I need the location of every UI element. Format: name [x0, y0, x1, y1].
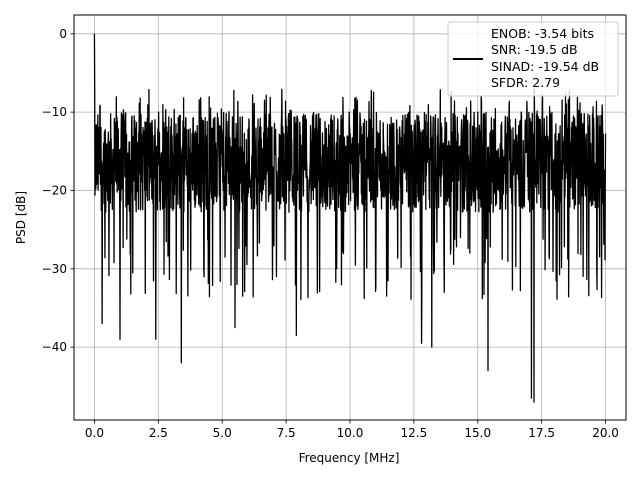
- y-tick-label: −20: [42, 183, 67, 197]
- y-tick-label: 0: [59, 27, 67, 41]
- x-tick-label: 12.5: [401, 426, 428, 440]
- y-axis-ticks: 0 −10 −20 −30 −40: [42, 27, 74, 354]
- legend-entry-sinad: SINAD: -19.54 dB: [491, 59, 599, 74]
- x-tick-label: 15.0: [464, 426, 491, 440]
- plot-area: [93, 33, 607, 403]
- x-axis-ticks: 0.0 2.5 5.0 7.5 10.0 12.5 15.0 17.5 20.0: [85, 420, 619, 440]
- y-axis-label: PSD [dB]: [14, 191, 28, 244]
- y-tick-label: −40: [42, 340, 67, 354]
- psd-series-line: [93, 33, 607, 403]
- legend-box: [447, 21, 619, 97]
- legend: ENOB: -3.54 bits SNR: -19.5 dB SINAD: -1…: [447, 21, 619, 97]
- x-tick-label: 2.5: [149, 426, 168, 440]
- y-tick-label: −10: [42, 105, 67, 119]
- legend-entry-snr: SNR: -19.5 dB: [491, 42, 578, 57]
- x-tick-label: 10.0: [337, 426, 364, 440]
- x-tick-label: 17.5: [528, 426, 555, 440]
- x-axis-label: Frequency [MHz]: [299, 451, 400, 465]
- y-tick-label: −30: [42, 262, 67, 276]
- x-tick-label: 20.0: [592, 426, 619, 440]
- legend-entry-sfdr: SFDR: 2.79: [491, 75, 560, 90]
- x-tick-label: 0.0: [85, 426, 104, 440]
- x-tick-label: 7.5: [277, 426, 296, 440]
- x-tick-label: 5.0: [213, 426, 232, 440]
- legend-entry-enob: ENOB: -3.54 bits: [491, 26, 594, 41]
